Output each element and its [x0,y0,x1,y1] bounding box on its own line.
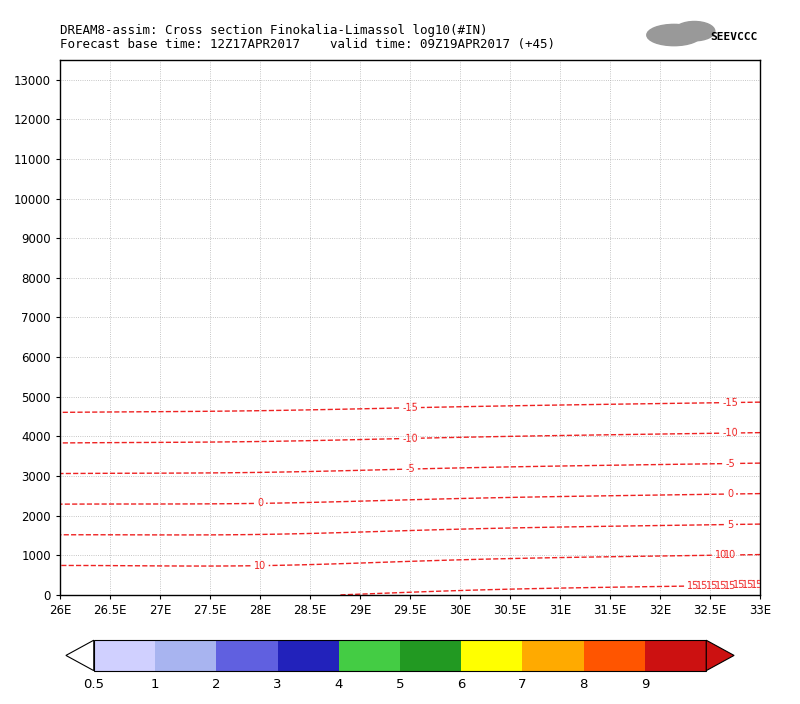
Text: 15: 15 [733,580,746,591]
Text: 6: 6 [457,678,466,691]
Text: 15: 15 [724,580,736,591]
Polygon shape [706,640,734,671]
Text: 5: 5 [726,520,733,529]
Text: 15: 15 [751,580,764,590]
Polygon shape [66,640,94,671]
Polygon shape [216,640,278,671]
Text: 15: 15 [706,581,718,591]
Text: 15: 15 [687,581,699,591]
Text: 10: 10 [254,560,266,571]
Text: 10: 10 [714,550,727,560]
Polygon shape [645,640,706,671]
Polygon shape [400,640,462,671]
Polygon shape [338,640,400,671]
Text: 7: 7 [518,678,526,691]
Text: DREAM8-assim: Cross section Finokalia-Limassol log10(#IN): DREAM8-assim: Cross section Finokalia-Li… [60,25,487,37]
Text: 10: 10 [724,550,736,560]
Text: 1: 1 [150,678,159,691]
Text: 3: 3 [274,678,282,691]
Text: 0: 0 [257,498,263,508]
Text: -5: -5 [405,464,415,474]
Text: Forecast base time: 12Z17APR2017    valid time: 09Z19APR2017 (+45): Forecast base time: 12Z17APR2017 valid t… [60,38,555,51]
Text: 4: 4 [334,678,343,691]
Polygon shape [155,640,216,671]
Text: -10: -10 [402,433,418,444]
Text: 5: 5 [396,678,404,691]
Polygon shape [278,640,338,671]
Text: -10: -10 [722,428,738,438]
Polygon shape [522,640,584,671]
Text: 9: 9 [641,678,649,691]
Text: 0: 0 [727,489,733,499]
Polygon shape [584,640,645,671]
Text: -15: -15 [402,403,418,413]
Ellipse shape [646,25,701,46]
Text: 15: 15 [696,581,709,591]
Text: -5: -5 [725,458,735,469]
Ellipse shape [674,21,715,41]
Text: 8: 8 [579,678,588,691]
Text: 15: 15 [714,581,727,591]
Polygon shape [462,640,522,671]
Text: 0.5: 0.5 [83,678,104,691]
Text: 2: 2 [212,678,221,691]
Text: SEEVCCC: SEEVCCC [710,32,758,42]
Polygon shape [94,640,155,671]
Text: 15: 15 [742,580,754,591]
Text: -15: -15 [722,398,738,408]
